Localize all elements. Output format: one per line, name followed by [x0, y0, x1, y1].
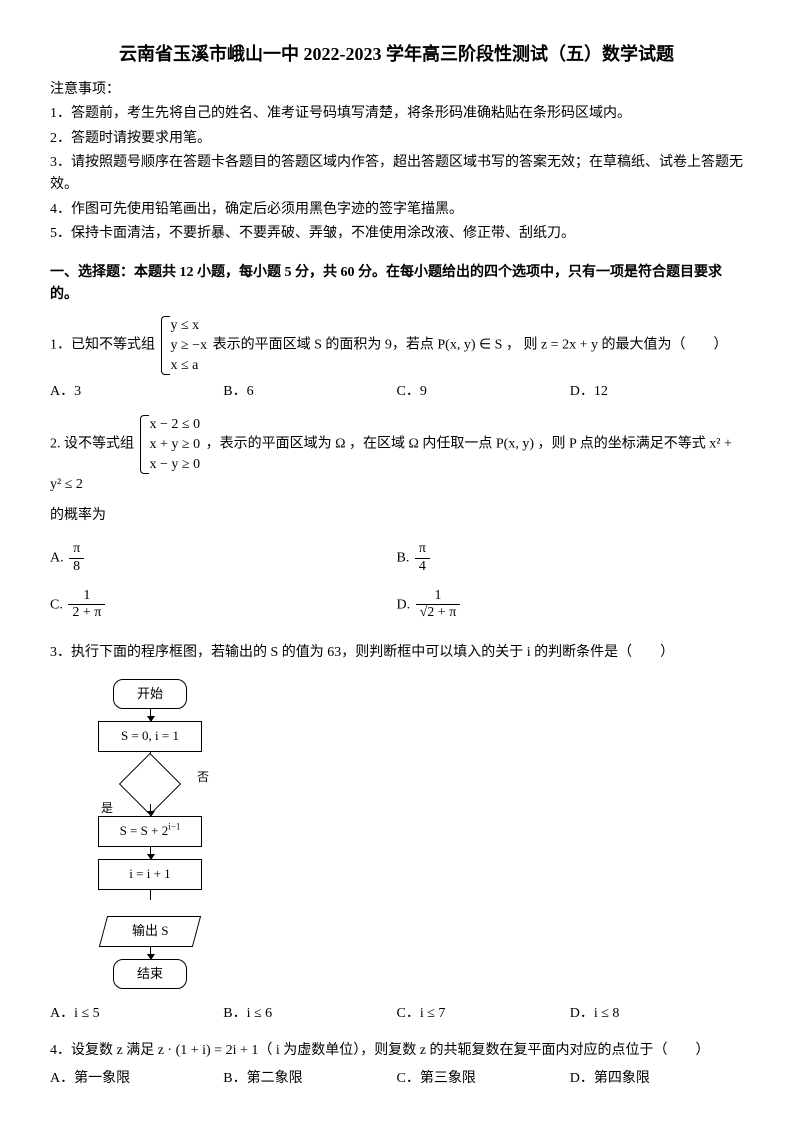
- q1-system: y ≤ x y ≥ −x x ≤ a: [161, 316, 208, 375]
- notes-item: 1．答题前，考生先将自己的姓名、准考证号码填写清楚，将条形码准确粘贴在条形码区域…: [50, 103, 743, 125]
- flow-arrow: [150, 804, 151, 816]
- flowchart: 开始 S = 0, i = 1 是 否 S = S + 2i−1 i = i +…: [80, 679, 220, 990]
- option-a: A．第一象限: [50, 1068, 223, 1090]
- fraction: π 8: [69, 541, 84, 576]
- option-c: C．9: [397, 381, 570, 403]
- q4-options: A．第一象限 B．第二象限 C．第三象限 D．第四象限: [50, 1068, 743, 1090]
- fraction: 1 √2 + π: [416, 588, 461, 623]
- notes-item: 4．作图可先使用铅笔画出，确定后必须用黑色字迹的签字笔描黑。: [50, 199, 743, 221]
- q1-options: A．3 B．6 C．9 D．12: [50, 381, 743, 403]
- q2-eq: x − y ≥ 0: [150, 455, 201, 475]
- denominator: √2 + π: [416, 605, 461, 622]
- notes-heading: 注意事项：: [50, 79, 743, 101]
- numerator: π: [415, 541, 430, 559]
- notes-item: 5．保持卡面清洁，不要折暴、不要弄破、弄皱，不准使用涂改液、修正带、刮纸刀。: [50, 223, 743, 245]
- option-b: B．i ≤ 6: [223, 1003, 396, 1025]
- notes-item: 3．请按照题号顺序在答题卡各题目的答题区域内作答，超出答题区域书写的答案无效；在…: [50, 152, 743, 197]
- flow-no-label: 否: [197, 768, 209, 787]
- question-4: 4．设复数 z 满足 z · (1 + i) = 2i + 1（ i 为虚数单位…: [50, 1040, 743, 1091]
- notes-block: 注意事项： 1．答题前，考生先将自己的姓名、准考证号码填写清楚，将条形码准确粘贴…: [50, 79, 743, 246]
- q1-suffix: 表示的平面区域 S 的面积为 9，若点 P(x, y) ∈ S ， 则 z = …: [213, 338, 728, 353]
- q1-eq: y ≤ x: [171, 316, 208, 336]
- numerator: π: [69, 541, 84, 559]
- flow-body1: S = S + 2i−1: [98, 816, 202, 847]
- option-b: B. π 4: [397, 541, 744, 576]
- option-label: B.: [397, 551, 410, 566]
- option-a: A. π 8: [50, 541, 397, 576]
- option-label: A.: [50, 551, 64, 566]
- numerator: 1: [416, 588, 461, 606]
- option-c: C. 1 2 + π: [50, 588, 397, 623]
- q1-prefix: 1．已知不等式组: [50, 338, 155, 353]
- option-label: D.: [397, 597, 411, 612]
- flow-start: 开始: [113, 679, 187, 710]
- q2-prefix: 2. 设不等式组: [50, 437, 134, 452]
- section-title: 一、选择题：本题共 12 小题，每小题 5 分，共 60 分。在每小题给出的四个…: [50, 262, 743, 307]
- q2-options: A. π 8 B. π 4 C. 1 2 + π D. 1 √2 + π: [50, 535, 743, 628]
- question-2: 2. 设不等式组 x − 2 ≤ 0 x + y ≥ 0 x − y ≥ 0 ，…: [50, 415, 743, 628]
- option-a: A．i ≤ 5: [50, 1003, 223, 1025]
- flow-arrow: [150, 847, 151, 859]
- q1-eq: x ≤ a: [171, 356, 208, 376]
- q2-tail: 的概率为: [50, 505, 743, 527]
- option-d: D．12: [570, 381, 743, 403]
- denominator: 8: [69, 559, 84, 576]
- option-c: C．第三象限: [397, 1068, 570, 1090]
- q1-eq: y ≥ −x: [171, 336, 208, 356]
- option-a: A．3: [50, 381, 223, 403]
- fraction: π 4: [415, 541, 430, 576]
- q2-system: x − 2 ≤ 0 x + y ≥ 0 x − y ≥ 0: [140, 415, 201, 474]
- denominator: 2 + π: [68, 605, 105, 622]
- denominator: 4: [415, 559, 430, 576]
- q4-text: 4．设复数 z 满足 z · (1 + i) = 2i + 1（ i 为虚数单位…: [50, 1040, 743, 1062]
- flow-line: [150, 890, 151, 900]
- page-title: 云南省玉溪市峨山一中 2022-2023 学年高三阶段性测试（五）数学试题: [50, 40, 743, 69]
- flow-output: 输出 S: [99, 916, 201, 947]
- fraction: 1 2 + π: [68, 588, 105, 623]
- q2-eq: x + y ≥ 0: [150, 435, 201, 455]
- flow-arrow: [150, 947, 151, 959]
- q3-options: A．i ≤ 5 B．i ≤ 6 C．i ≤ 7 D．i ≤ 8: [50, 1003, 743, 1025]
- flow-body1-sup: i−1: [168, 822, 180, 832]
- option-label: C.: [50, 597, 63, 612]
- flow-decision: 是 否: [115, 764, 185, 804]
- question-3: 3．执行下面的程序框图，若输出的 S 的值为 63，则判断框中可以填入的关于 i…: [50, 642, 743, 1026]
- flow-body2: i = i + 1: [98, 859, 202, 890]
- flow-yes-label: 是: [101, 799, 113, 818]
- option-b: B．6: [223, 381, 396, 403]
- flow-body1-text: S = S + 2: [120, 823, 169, 838]
- option-d: D. 1 √2 + π: [397, 588, 744, 623]
- flow-end: 结束: [113, 959, 187, 990]
- flow-init: S = 0, i = 1: [98, 721, 202, 752]
- notes-item: 2．答题时请按要求用笔。: [50, 128, 743, 150]
- flow-arrow: [150, 709, 151, 721]
- numerator: 1: [68, 588, 105, 606]
- q3-text: 3．执行下面的程序框图，若输出的 S 的值为 63，则判断框中可以填入的关于 i…: [50, 642, 743, 664]
- flow-output-text: 输出 S: [132, 921, 168, 942]
- option-d: D．第四象限: [570, 1068, 743, 1090]
- q2-eq: x − 2 ≤ 0: [150, 415, 201, 435]
- option-d: D．i ≤ 8: [570, 1003, 743, 1025]
- option-c: C．i ≤ 7: [397, 1003, 570, 1025]
- question-1: 1．已知不等式组 y ≤ x y ≥ −x x ≤ a 表示的平面区域 S 的面…: [50, 316, 743, 403]
- option-b: B．第二象限: [223, 1068, 396, 1090]
